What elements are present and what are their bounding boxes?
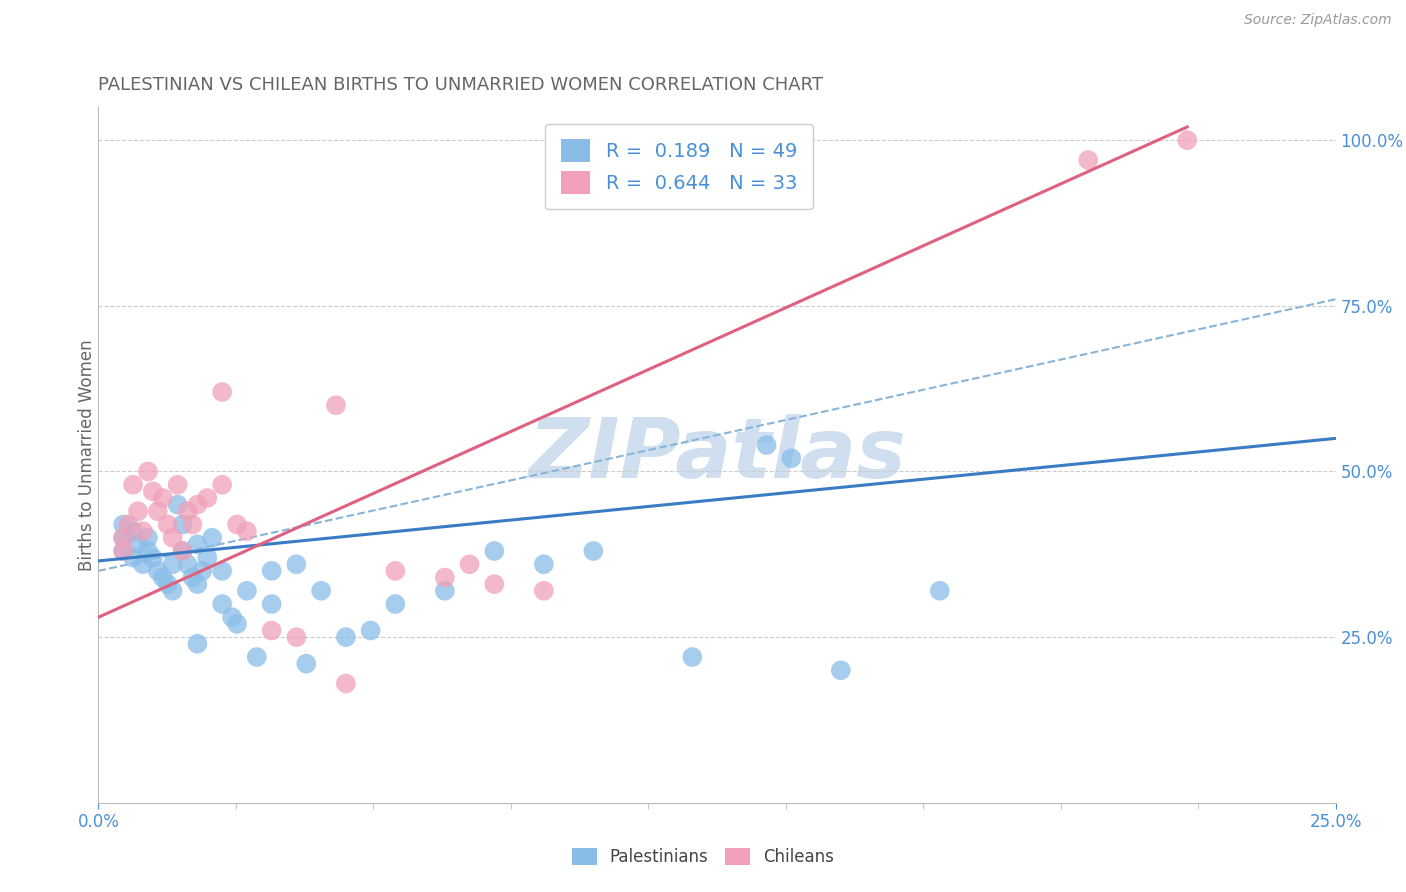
Text: Source: ZipAtlas.com: Source: ZipAtlas.com [1244,13,1392,28]
Point [156,517,179,532]
Point [172,544,194,558]
Point [146,504,169,518]
Point [226,616,249,631]
Point [112,531,135,545]
Point [166,477,188,491]
Point [211,384,233,399]
Point [360,624,382,638]
Legend: Palestinians, Chileans: Palestinians, Chileans [564,840,842,875]
Point [928,583,950,598]
Point [260,597,283,611]
Point [186,577,208,591]
Point [236,583,259,598]
Point [136,531,159,545]
Point [384,597,406,611]
Legend: R =  0.189   N = 49, R =  0.644   N = 33: R = 0.189 N = 49, R = 0.644 N = 33 [546,124,813,210]
Point [122,477,145,491]
Point [112,517,135,532]
Point [211,564,233,578]
Point [236,524,259,538]
Point [246,650,269,665]
Point [181,570,204,584]
Point [186,498,208,512]
Point [582,544,605,558]
Point [433,570,456,584]
Point [152,570,174,584]
Point [142,484,165,499]
Point [681,650,703,665]
Point [260,564,283,578]
Point [211,597,233,611]
Point [136,544,159,558]
Point [162,583,184,598]
Point [176,504,198,518]
Point [162,531,184,545]
Point [484,577,506,591]
Text: ZIPatlas: ZIPatlas [529,415,905,495]
Point [221,610,243,624]
Point [1175,133,1198,147]
Point [127,504,149,518]
Point [172,517,194,532]
Point [181,517,204,532]
Point [780,451,803,466]
Point [195,550,218,565]
Point [146,564,169,578]
Point [309,583,332,598]
Point [166,498,188,512]
Point [755,438,778,452]
Point [335,676,357,690]
Point [127,537,149,551]
Point [285,558,308,572]
Point [186,537,208,551]
Point [117,517,139,532]
Point [176,558,198,572]
Point [162,558,184,572]
Point [132,524,155,538]
Point [484,544,506,558]
Point [156,577,179,591]
Point [152,491,174,505]
Point [458,558,481,572]
Point [384,564,406,578]
Point [142,550,165,565]
Point [122,524,145,538]
Point [433,583,456,598]
Point [830,663,852,677]
Point [112,544,135,558]
Point [191,564,214,578]
Point [195,491,218,505]
Y-axis label: Births to Unmarried Women: Births to Unmarried Women [79,339,96,571]
Text: PALESTINIAN VS CHILEAN BIRTHS TO UNMARRIED WOMEN CORRELATION CHART: PALESTINIAN VS CHILEAN BIRTHS TO UNMARRI… [98,77,824,95]
Point [186,637,208,651]
Point [285,630,308,644]
Point [325,398,347,412]
Point [211,477,233,491]
Point [295,657,318,671]
Point [201,531,224,545]
Point [533,558,555,572]
Point [226,517,249,532]
Point [260,624,283,638]
Point [533,583,555,598]
Point [136,465,159,479]
Point [122,550,145,565]
Point [335,630,357,644]
Point [1077,153,1099,167]
Point [132,558,155,572]
Point [112,544,135,558]
Point [172,544,194,558]
Point [112,531,135,545]
